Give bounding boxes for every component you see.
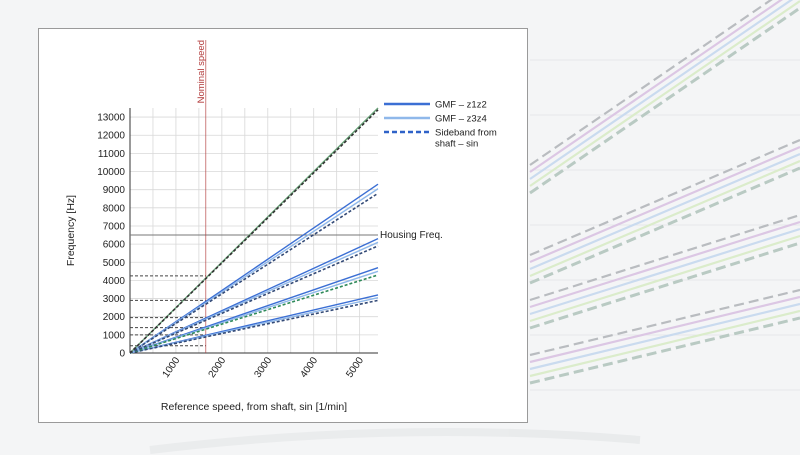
x-axis-label: Reference speed, from shaft, sin [1/min] bbox=[161, 401, 347, 413]
frequency-speed-chart: 0 1000 2000 3000 4000 5000 6000 7000 8000 9000 100… bbox=[65, 40, 497, 413]
background-curve bbox=[529, 220, 800, 309]
y-tick-label: 3000 bbox=[103, 294, 126, 305]
y-tick-label: 10000 bbox=[97, 167, 125, 178]
series-line-2 bbox=[129, 296, 379, 354]
background-curve bbox=[529, 213, 800, 302]
legend-label: GMF – z1z2 bbox=[435, 100, 487, 111]
series-line-3 bbox=[129, 299, 379, 354]
series-line-14 bbox=[129, 109, 379, 354]
housing-freq-label: Housing Freq. bbox=[380, 230, 443, 241]
background-curve bbox=[529, 6, 800, 195]
background-curve bbox=[529, 145, 800, 264]
background-curve bbox=[529, 152, 800, 271]
background-curve bbox=[529, 234, 800, 323]
x-tick-label: 2000 bbox=[207, 355, 229, 380]
legend: GMF – z1z2 GMF – z3z4 Sideband from shaft –… bbox=[384, 100, 497, 150]
y-tick-label: 0 bbox=[119, 349, 125, 360]
legend-label: Sideband from shaft – sin bbox=[435, 128, 497, 150]
y-tick-label: 8000 bbox=[103, 203, 126, 214]
x-tick-label: 1000 bbox=[161, 355, 183, 380]
background-curve bbox=[529, 138, 800, 257]
background-curve bbox=[529, 316, 800, 385]
y-tick-label: 1000 bbox=[103, 330, 126, 341]
y-tick-label: 6000 bbox=[103, 240, 126, 251]
series-line-13 bbox=[129, 107, 379, 354]
background-curve bbox=[529, 166, 800, 285]
series-line-12 bbox=[129, 192, 379, 354]
nominal-speed-label: Nominal speed bbox=[196, 40, 207, 103]
series-line-11 bbox=[129, 188, 379, 354]
background-curve bbox=[529, 302, 800, 371]
x-tick-label: 3000 bbox=[252, 355, 274, 380]
background-curve bbox=[529, 241, 800, 330]
series-line-9 bbox=[129, 245, 379, 354]
background-swoosh bbox=[149, 428, 641, 454]
y-tick-label: 9000 bbox=[103, 185, 126, 196]
x-tick-labels: 1000 2000 3000 4000 5000 bbox=[161, 355, 367, 380]
y-tick-label: 11000 bbox=[98, 149, 126, 160]
y-tick-label: 13000 bbox=[97, 113, 125, 124]
series-line-6 bbox=[129, 274, 379, 354]
background-curve bbox=[529, 159, 800, 278]
background-curve bbox=[529, 0, 783, 173]
background-curve bbox=[529, 0, 800, 187]
y-tick-label: 5000 bbox=[103, 258, 126, 269]
background-curve bbox=[529, 288, 800, 357]
legend-label: GMF – z3z4 bbox=[435, 114, 487, 125]
y-tick-label: 7000 bbox=[103, 221, 126, 232]
y-tick-label: 4000 bbox=[103, 276, 126, 287]
y-tick-labels: 0 1000 2000 3000 4000 5000 6000 7000 8000 9000 100… bbox=[97, 113, 125, 360]
background-curve bbox=[529, 309, 800, 378]
background-curve bbox=[529, 0, 794, 180]
chart-panel bbox=[38, 28, 528, 423]
x-tick-label: 4000 bbox=[298, 355, 320, 380]
background-curve bbox=[529, 295, 800, 364]
series-line-5 bbox=[129, 270, 379, 354]
y-tick-label: 12000 bbox=[97, 131, 125, 142]
background-curve bbox=[529, 0, 773, 166]
series-group bbox=[129, 107, 379, 354]
background-lines bbox=[149, 0, 800, 454]
x-tick-label: 5000 bbox=[344, 355, 366, 380]
background-curve bbox=[529, 227, 800, 316]
y-axis-label: Frequency [Hz] bbox=[65, 195, 77, 266]
y-tick-label: 2000 bbox=[103, 312, 126, 323]
